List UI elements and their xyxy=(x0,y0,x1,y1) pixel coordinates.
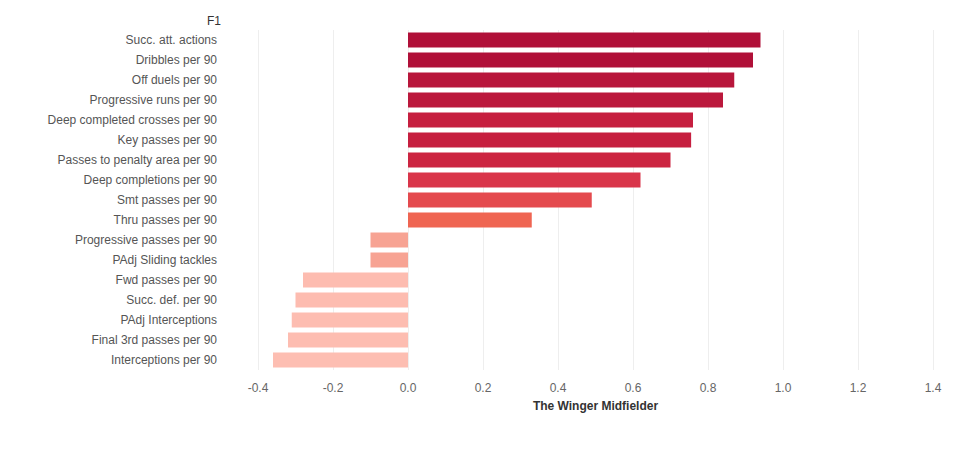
svg-text:0.4: 0.4 xyxy=(550,381,567,395)
svg-text:Interceptions per 90: Interceptions per 90 xyxy=(111,353,217,367)
svg-text:0.8: 0.8 xyxy=(700,381,717,395)
svg-text:The Winger Midfielder: The Winger Midfielder xyxy=(533,399,659,413)
svg-text:Off duels per 90: Off duels per 90 xyxy=(132,73,217,87)
svg-text:Progressive runs per 90: Progressive runs per 90 xyxy=(90,93,218,107)
svg-text:0.6: 0.6 xyxy=(625,381,642,395)
svg-text:Final 3rd passes per 90: Final 3rd passes per 90 xyxy=(92,333,218,347)
svg-text:Fwd passes per 90: Fwd passes per 90 xyxy=(116,273,218,287)
svg-text:Deep completed crosses per 90: Deep completed crosses per 90 xyxy=(48,113,218,127)
svg-text:-0.4: -0.4 xyxy=(248,381,269,395)
svg-text:Deep completions per 90: Deep completions per 90 xyxy=(84,173,218,187)
svg-text:Key passes per 90: Key passes per 90 xyxy=(118,133,218,147)
svg-text:Passes to penalty area per 90: Passes to penalty area per 90 xyxy=(58,153,218,167)
svg-text:Thru passes per 90: Thru passes per 90 xyxy=(114,213,218,227)
svg-text:1.2: 1.2 xyxy=(850,381,867,395)
svg-text:Smt passes per 90: Smt passes per 90 xyxy=(117,193,217,207)
svg-text:PAdj Interceptions: PAdj Interceptions xyxy=(121,313,218,327)
svg-text:0.2: 0.2 xyxy=(475,381,492,395)
svg-text:1.4: 1.4 xyxy=(925,381,942,395)
svg-text:1.0: 1.0 xyxy=(775,381,792,395)
svg-text:Succ. att. actions: Succ. att. actions xyxy=(126,33,217,47)
svg-text:F1: F1 xyxy=(207,14,221,28)
svg-text:0.0: 0.0 xyxy=(400,381,417,395)
svg-text:Progressive passes per 90: Progressive passes per 90 xyxy=(75,233,217,247)
svg-text:Dribbles per 90: Dribbles per 90 xyxy=(136,53,218,67)
svg-text:-0.2: -0.2 xyxy=(323,381,344,395)
svg-text:Succ. def. per 90: Succ. def. per 90 xyxy=(126,293,217,307)
svg-text:PAdj Sliding tackles: PAdj Sliding tackles xyxy=(113,253,218,267)
